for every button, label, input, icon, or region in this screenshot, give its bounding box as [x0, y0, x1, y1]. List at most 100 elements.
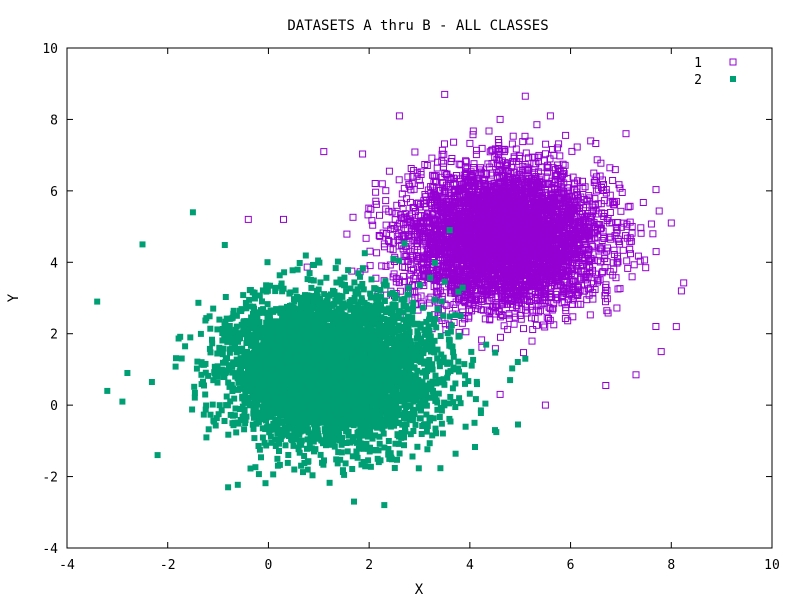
series-1-point — [383, 229, 391, 237]
series-1-point — [440, 163, 447, 171]
series-1-point — [596, 172, 604, 180]
series-1-point — [533, 321, 540, 329]
series-1-point — [469, 127, 477, 135]
series-1-point — [561, 315, 569, 322]
series-1-point — [649, 230, 657, 238]
series-1-point — [497, 333, 504, 341]
series-1-point — [568, 147, 576, 155]
series-1-point — [382, 221, 390, 229]
series-1-point — [376, 211, 383, 219]
series-1-point — [541, 323, 549, 331]
series-1-point — [617, 207, 625, 215]
series-1-point — [382, 197, 390, 205]
series-1-point — [373, 249, 381, 257]
series-1-point — [366, 247, 374, 255]
series-1-point — [410, 167, 418, 174]
series-1-point — [613, 304, 621, 312]
series-1-point — [533, 121, 541, 129]
series-1-point — [395, 176, 403, 184]
series-1-point — [407, 165, 415, 172]
series-1-point — [542, 140, 550, 148]
series-1-point — [526, 137, 534, 145]
series-1-point — [639, 199, 647, 206]
series-1-point — [450, 138, 458, 146]
series-1-point — [473, 146, 480, 154]
series-1-point — [556, 152, 564, 160]
series-1-point — [652, 186, 660, 194]
series-1-point — [599, 268, 607, 276]
series-1-point — [560, 299, 568, 307]
series-1-point — [303, 263, 311, 271]
series-1-point — [624, 264, 632, 272]
series-1-point — [385, 238, 393, 245]
series-1-point — [586, 311, 594, 319]
series-1-point — [509, 132, 517, 140]
series-1-point — [549, 146, 556, 153]
series-1-point — [343, 230, 351, 238]
series-1-point — [593, 274, 601, 282]
chart-title: DATASETS A thru B - ALL CLASSES — [287, 18, 548, 34]
series-1-point — [634, 252, 642, 260]
series-1-point — [624, 203, 632, 211]
series-1-point — [540, 321, 547, 329]
series-1-point — [630, 261, 638, 269]
points-layer — [94, 90, 688, 509]
series-1-point — [510, 320, 518, 328]
series-1-point — [477, 164, 484, 172]
series-1-point — [371, 180, 379, 187]
series-1-point — [403, 195, 411, 203]
series-1-point — [462, 328, 470, 336]
series-1-point — [628, 273, 636, 281]
series-1-point — [488, 160, 496, 167]
series-1-point — [544, 163, 552, 171]
series-1-point — [528, 337, 536, 345]
series-1-point — [465, 306, 473, 314]
series-1-point — [550, 151, 558, 159]
series-1-point — [378, 180, 386, 188]
series-1-point — [529, 326, 537, 333]
series-1-point — [520, 325, 527, 333]
series-1-point — [589, 295, 597, 303]
series-1-point — [362, 234, 370, 242]
series-1-point — [618, 189, 626, 196]
series-1-point — [466, 139, 474, 147]
series-1-point — [478, 336, 486, 344]
series-1-point — [450, 301, 458, 308]
series-1-point — [469, 131, 477, 139]
series-1-point — [433, 164, 441, 172]
series-1-point — [359, 150, 367, 158]
series-1-point — [440, 159, 448, 167]
series-1-point — [562, 131, 570, 139]
series-1-point — [628, 223, 636, 230]
series-1-point — [583, 296, 591, 304]
series-1-point — [372, 188, 380, 196]
series-1-point — [441, 140, 448, 148]
series-1-point — [604, 309, 612, 317]
series-1-point — [382, 187, 390, 195]
series-1-point — [519, 138, 527, 146]
series-1-point — [642, 264, 650, 272]
series-1-point — [606, 191, 614, 199]
series-1-point — [544, 168, 552, 176]
series-1-point — [641, 256, 649, 264]
series-1-point — [349, 213, 357, 221]
series-1-point — [606, 209, 614, 216]
series-1-point — [451, 304, 459, 312]
series-1-point — [623, 257, 631, 265]
series-1-point — [484, 160, 492, 168]
series-1-point — [601, 251, 609, 259]
series-1-point — [520, 349, 527, 357]
series-1-point — [647, 220, 655, 228]
series-1-point — [472, 151, 480, 159]
series-1-point — [609, 177, 617, 184]
plot-area — [94, 90, 688, 509]
series-1-point — [652, 248, 660, 256]
series-1-point — [411, 148, 419, 156]
series-1-point — [619, 246, 627, 254]
series-1-point — [579, 185, 587, 192]
series-1-point — [652, 323, 660, 330]
series-1-point — [485, 127, 493, 135]
series-1-point — [385, 167, 393, 175]
series-1-point — [378, 262, 386, 270]
